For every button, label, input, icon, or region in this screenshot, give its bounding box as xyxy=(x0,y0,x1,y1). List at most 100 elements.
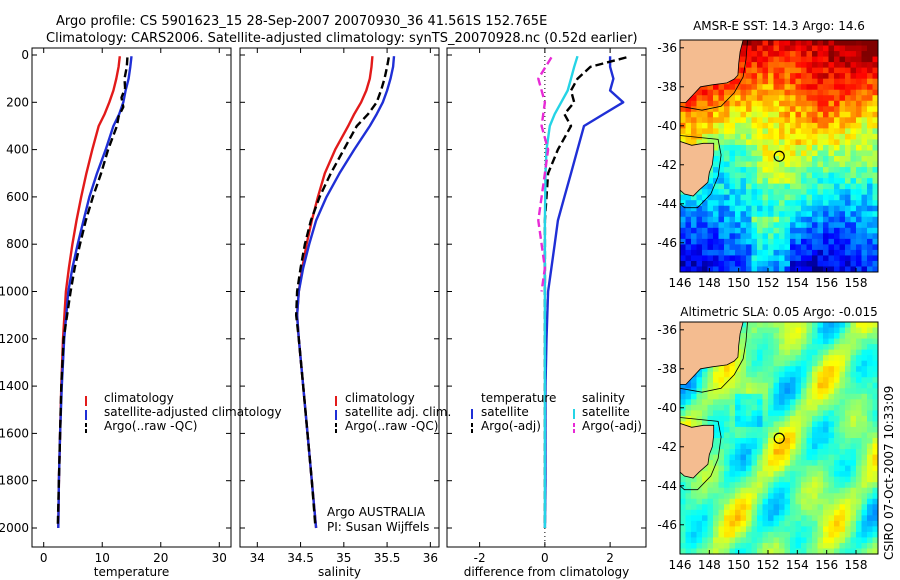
map-cell xyxy=(845,205,852,212)
map-cell xyxy=(872,388,878,395)
map-cell xyxy=(790,266,797,272)
map-cell xyxy=(812,167,819,174)
map-cell xyxy=(817,399,824,406)
map-cell xyxy=(845,227,852,234)
map-cell xyxy=(790,178,797,185)
map-cell xyxy=(806,382,813,389)
map-cell xyxy=(751,471,758,478)
map-cell xyxy=(713,106,720,113)
map-cell xyxy=(867,238,874,245)
map-cell xyxy=(773,449,780,456)
map-cell xyxy=(691,260,698,268)
map-cell xyxy=(724,438,731,445)
map-cell xyxy=(850,255,857,262)
map-cell xyxy=(746,222,753,229)
map-cell xyxy=(817,388,824,395)
map-cell xyxy=(779,84,786,91)
map-cell xyxy=(817,167,824,174)
map-cell xyxy=(735,520,742,527)
map-cell xyxy=(872,183,878,190)
map-cell xyxy=(850,487,857,494)
map-cell xyxy=(784,454,791,461)
map-cell xyxy=(795,482,802,489)
map-cell xyxy=(806,404,813,411)
map-cell xyxy=(812,366,819,373)
map-cell xyxy=(773,122,780,129)
map-cell xyxy=(828,133,835,141)
map-cell xyxy=(790,338,797,345)
map-cell xyxy=(707,526,714,533)
legend-label-climatology: climatology xyxy=(345,391,415,405)
map-cell xyxy=(806,40,813,47)
map-cell xyxy=(795,471,802,478)
map-cell xyxy=(856,40,863,47)
map-cell xyxy=(740,249,747,257)
map-cell xyxy=(784,78,791,85)
map-cell xyxy=(834,156,841,163)
map-cell xyxy=(790,438,797,445)
map-cell xyxy=(707,227,714,234)
map-cell xyxy=(702,393,709,400)
map-cell xyxy=(850,216,857,223)
map-cell xyxy=(823,128,830,135)
map-cell xyxy=(784,404,791,411)
map-cell xyxy=(801,200,808,207)
map-cell xyxy=(762,244,769,251)
map-cell xyxy=(773,537,780,544)
map-cell xyxy=(806,194,813,201)
map-cell xyxy=(740,161,747,168)
map-cell xyxy=(691,399,698,406)
y-tick-label: 1400 xyxy=(0,379,29,393)
map-cell xyxy=(839,238,846,245)
map-cell xyxy=(790,333,797,340)
map-cell xyxy=(735,133,742,141)
map-cell xyxy=(801,222,808,229)
map-cell xyxy=(801,526,808,533)
map-cell xyxy=(867,410,874,417)
x-tick-label: 152 xyxy=(757,276,780,290)
map-cell xyxy=(735,84,742,91)
map-cell xyxy=(713,366,720,373)
map-cell xyxy=(685,509,692,516)
map-cell xyxy=(762,520,769,527)
map-cell xyxy=(823,233,830,240)
map-cell xyxy=(751,460,758,467)
map-cell xyxy=(845,465,852,472)
map-cell xyxy=(806,388,813,395)
map-cell xyxy=(850,333,857,340)
map-cell xyxy=(845,222,852,229)
map-cell xyxy=(746,255,753,262)
y-tick-label: 1800 xyxy=(0,474,29,488)
map-cell xyxy=(691,537,698,544)
map-cell xyxy=(823,139,830,146)
map-cell xyxy=(828,454,835,461)
map-cell xyxy=(867,504,874,511)
map-cell xyxy=(872,40,878,47)
map-cell xyxy=(735,460,742,467)
map-cell xyxy=(845,260,852,268)
map-cell xyxy=(718,415,725,423)
map-cell xyxy=(707,178,714,185)
map-cell xyxy=(680,504,687,511)
map-cell xyxy=(823,399,830,406)
map-cell xyxy=(861,244,868,251)
map-cell xyxy=(823,227,830,234)
map-cell xyxy=(861,393,868,400)
map-cell xyxy=(724,504,731,511)
map-cell xyxy=(702,117,709,124)
series-line-argo-raw-qc- xyxy=(56,57,129,526)
map-cell xyxy=(691,542,698,550)
map-cell xyxy=(762,344,769,351)
map-cell xyxy=(691,487,698,494)
map-cell xyxy=(740,443,747,450)
map-cell xyxy=(856,438,863,445)
map-cell xyxy=(850,327,857,334)
map-cell xyxy=(735,371,742,378)
map-cell xyxy=(790,548,797,555)
map-cell xyxy=(740,84,747,91)
map-cell xyxy=(729,404,736,411)
map-cell xyxy=(856,366,863,373)
map-cell xyxy=(861,399,868,406)
map-cell xyxy=(680,106,687,113)
